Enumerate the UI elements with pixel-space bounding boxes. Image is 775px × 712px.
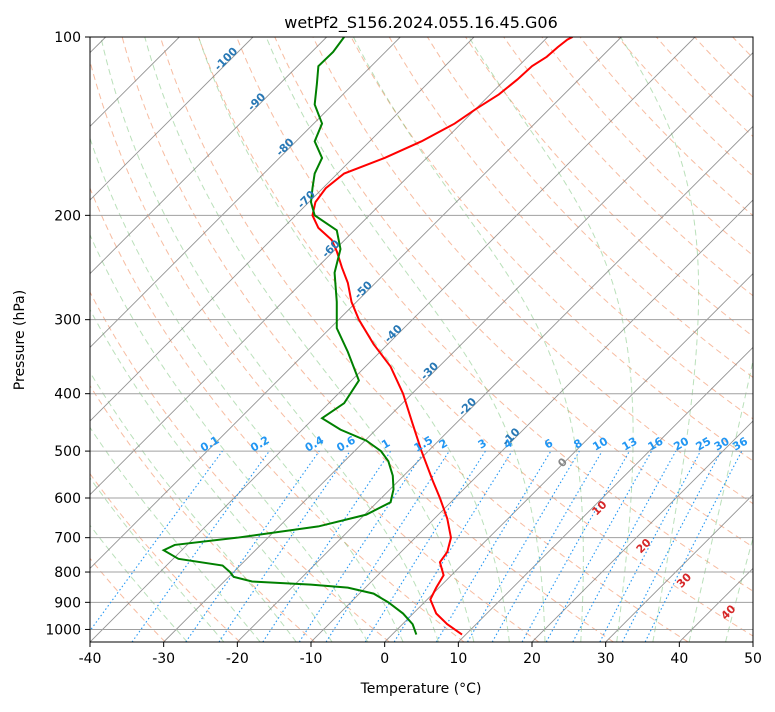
y-tick-label: 600 [54,491,81,507]
plot-frame [89,36,754,643]
dry-adiabat-line [90,291,390,642]
dry-adiabat-line [159,37,689,642]
mixing-ratio-line [218,450,351,642]
isotherm-line [90,37,696,642]
moist-adiabat-line [90,371,297,642]
y-tick-label: 900 [54,595,81,611]
dry-adiabat-line [90,186,465,642]
x-axis-label: Temperature (°C) [360,681,482,697]
x-tick-label: 50 [744,651,762,667]
isotherm-line [384,273,753,642]
moist-adiabat-line [265,37,546,642]
mixing-ratio-line [393,450,513,642]
y-tick-label: 100 [54,30,81,46]
moist-adiabat-line [100,37,439,642]
mixing-ratio-line [90,450,223,632]
dry-adiabat-line [90,59,540,642]
dry-adiabat-line [465,37,753,337]
mixing-ratio-line [131,450,270,642]
y-tick-label: 400 [54,387,81,403]
moist-adiabat-line [90,233,369,642]
dry-adiabat-line [312,37,753,505]
x-tick-label: -20 [226,651,249,667]
dry-adiabat-line [90,384,316,642]
mixing-ratio-line [572,450,677,642]
isotherm-line [90,37,327,275]
dry-adiabat-line [388,37,753,420]
x-tick-label: -10 [300,651,323,667]
y-tick-label: 300 [54,313,81,329]
isotherm-line [163,52,753,642]
isotherm-line [605,494,753,642]
isotherm-line [90,37,622,569]
x-tick-label: 30 [597,651,615,667]
y-tick-label: 1000 [45,622,81,638]
dry-adiabat-line [274,37,753,548]
dewpoint-profile-line [161,37,418,635]
mixing-ratio-line [325,450,450,642]
moist-adiabat-line [90,136,404,642]
temperature-profile-line [311,37,573,636]
isotherm-line [90,37,548,496]
moist-adiabat-line [90,308,333,642]
dry-adiabat-line [350,37,753,462]
chart-title: wetPf2_S156.2024.055.16.45.G06 [284,13,558,33]
dry-adiabat-line [121,37,614,642]
dry-adiabat-line [90,472,241,642]
mixing-ratio-line [298,450,425,642]
moist-adiabat-line [90,477,225,642]
moist-adiabat-line [90,524,188,642]
mixing-ratio-line [521,450,630,642]
x-tick-label: 0 [380,651,389,667]
dry-adiabat-line [236,37,753,592]
moist-adiabat-line [144,37,475,642]
x-tick-label: 10 [449,651,467,667]
mixing-ratio-line [185,450,320,642]
x-tick-label: 40 [670,651,688,667]
moist-adiabat-line [353,37,584,642]
moist-adiabat-line [725,536,753,642]
dry-adiabat-line [503,37,753,297]
y-axis-label: Pressure (hPa) [12,290,28,390]
y-tick-label: 700 [54,531,81,547]
y-tick-label: 800 [54,565,81,581]
isotherm-line [90,37,401,348]
y-tick-label: 200 [54,208,81,224]
dry-adiabat-line [426,37,753,378]
moist-adiabat-line [198,37,510,642]
moist-adiabat-line [90,426,261,642]
isotherm-line [90,37,254,201]
x-tick-label: -30 [152,651,175,667]
isotherm-line [310,199,753,642]
x-tick-label: -40 [79,651,102,667]
plot-area [90,37,753,642]
isotherm-line [458,346,753,642]
isotherm-line [531,420,753,642]
isotherm-line [90,37,475,422]
y-tick-label: 500 [54,444,81,460]
moist-adiabat-line [620,37,700,642]
mixing-ratio-line [545,450,653,642]
mixing-ratio-line [644,450,743,642]
mixing-ratio-line [262,450,392,642]
x-tick-label: 20 [523,651,541,667]
isotherm-line [237,125,753,642]
moist-adiabat-line [688,358,753,642]
